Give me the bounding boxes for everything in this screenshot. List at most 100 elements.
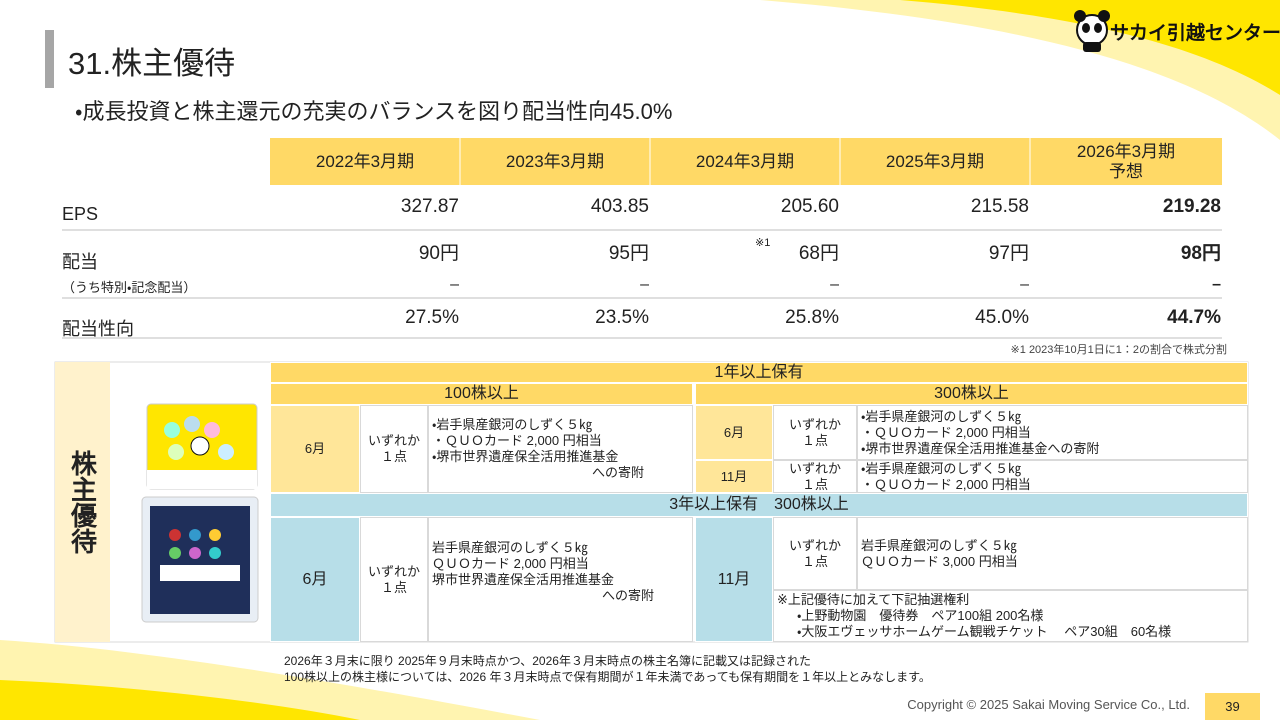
table-cell: 27.5%	[405, 307, 459, 328]
side-label: 株主優待	[67, 450, 98, 554]
choice: いずれか １点	[360, 405, 428, 493]
row-label: 配当性向	[62, 319, 134, 339]
table-cell: 23.5%	[595, 307, 649, 328]
copyright: Copyright © 2025 Sakai Moving Service Co…	[907, 697, 1190, 712]
text-line: ・堺市世界遺産保全活用推進基金	[432, 449, 619, 464]
month: 11月	[695, 460, 773, 493]
items: ・岩手県産銀河のしずく５㎏ ・ＱＵＯカード 2,000 円相当 ・堺市世界遺産保全活…	[428, 405, 693, 493]
table-cell: –	[640, 276, 649, 293]
text-line: ＱＵＯカード 3,000 円相当	[861, 553, 1018, 569]
text-line: いずれか	[367, 563, 420, 579]
text-line: １点	[380, 579, 407, 595]
table-cell: –	[830, 276, 839, 293]
text-line: ・ＱＵＯカード 2,000 円相当	[861, 424, 1031, 440]
heading-3y: 3年以上保有 300株以上	[270, 493, 1248, 517]
table-cell: 45.0%	[975, 307, 1029, 328]
footnote-text: 2023年10月1日に1：2の割合で株式分割	[1028, 344, 1227, 356]
month: 6月	[270, 517, 360, 642]
lottery: ※上記優待に加えて下記抽選権利 ・上野動物園 優待券 ペア100組 200名様 ・大…	[773, 590, 1248, 642]
table-cell: –	[1212, 276, 1221, 293]
text-line: への寄附	[602, 588, 655, 603]
text-line: ・堺市世界遺産保全活用推進基金への寄附	[861, 440, 1100, 456]
page-number: 39	[1225, 699, 1240, 714]
month: 11月	[695, 517, 773, 642]
text-line: ・ＱＵＯカード 2,000 円相当	[432, 433, 602, 448]
column-header: 2022年3月期	[270, 138, 460, 185]
rice-bag-image	[141, 496, 259, 623]
text-line: １点	[801, 476, 828, 492]
column-title: 2026年3月期	[1076, 141, 1176, 161]
text-line: いずれか	[367, 433, 420, 448]
note-line: 100株以上の株主様については、2026 年３月末時点で保有期間が１年未満であっ…	[284, 670, 931, 684]
column-subtitle: 予想	[1109, 161, 1143, 181]
quo-card-image	[146, 403, 258, 490]
text-line: ・岩手県産銀河のしずく５㎏	[432, 417, 593, 432]
items: ・岩手県産銀河のしずく５㎏ ・ＱＵＯカード 2,000 円相当 ・堺市世界遺産保全活…	[857, 405, 1248, 460]
choice: いずれか １点	[773, 517, 857, 590]
heading-300: 300株以上	[695, 383, 1248, 405]
column-title: 2025年3月期	[885, 151, 985, 171]
table-cell: 98円	[1180, 243, 1221, 264]
text-line: １点	[801, 432, 828, 448]
table-cell: 25.8%	[785, 307, 839, 328]
items: 岩手県産銀河のしずく５㎏ ＱＵＯカード 2,000 円相当 堺市世界遺産保全活用推進…	[428, 517, 693, 642]
column-header: 2026年3月期 予想	[1030, 138, 1222, 185]
text-line: １点	[801, 553, 828, 569]
text-line: ・ＱＵＯカード 2,000 円相当	[861, 476, 1031, 492]
table-cell: –	[450, 276, 459, 293]
table-cell: 403.85	[590, 196, 649, 217]
text-line: ＱＵＯカード 2,000 円相当	[432, 556, 589, 571]
column-header: 2023年3月期	[460, 138, 650, 185]
footnote-mark: ※1	[1010, 344, 1026, 356]
heading-1y: 1年以上保有	[270, 362, 1248, 383]
table-cell: 90円	[418, 243, 459, 264]
choice: いずれか １点	[360, 517, 428, 642]
table-cell: 215.58	[970, 196, 1029, 217]
column-header: 2024年3月期	[650, 138, 840, 185]
column-title: 2023年3月期	[505, 151, 605, 171]
row-label: 配当	[62, 252, 98, 272]
table-cell: 327.87	[400, 196, 459, 217]
logo-icon	[1074, 10, 1110, 52]
table-cell: 44.7%	[1167, 307, 1221, 328]
page-title: 31.株主優待	[68, 46, 236, 81]
text-line: いずれか	[788, 460, 841, 476]
table-cell: 95円	[608, 243, 649, 264]
row-label: （うち特別・記念配当）	[62, 280, 197, 295]
text-line: いずれか	[788, 537, 841, 553]
note-mark: ※1	[755, 237, 771, 249]
month: 6月	[270, 405, 360, 493]
table-cell: 219.28	[1162, 196, 1221, 217]
month: 6月	[695, 405, 773, 460]
text-line: いずれか	[788, 416, 841, 432]
table-cell: 68円	[798, 243, 839, 264]
text-line: 堺市世界遺産保全活用推進基金	[432, 572, 615, 587]
notes: 2026年３月末に限り 2025年９月末時点かつ、2026年３月末時点の株主名簿…	[284, 653, 931, 685]
column-title: 2024年3月期	[695, 151, 795, 171]
text-line: 岩手県産銀河のしずく５㎏	[861, 537, 1017, 553]
table-cell: 97円	[988, 243, 1029, 264]
lead-text: ・成長投資と株主還元の充実のバランスを図り配当性向45.0%	[75, 99, 673, 124]
items: 岩手県産銀河のしずく５㎏ ＱＵＯカード 3,000 円相当	[857, 517, 1248, 590]
text-line: 岩手県産銀河のしずく５㎏	[432, 540, 588, 555]
text-line: への寄附	[592, 465, 645, 480]
text-line: ・上野動物園 優待券 ペア100組 200名様	[797, 608, 1044, 623]
logo-text: サカイ引越センター	[1110, 23, 1280, 44]
text-line: ※上記優待に加えて下記抽選権利	[777, 592, 970, 607]
text-line: ・岩手県産銀河のしずく５㎏	[861, 460, 1022, 476]
row-label: EPS	[62, 204, 99, 224]
choice: いずれか １点	[773, 405, 857, 460]
table-cell: –	[1020, 276, 1029, 293]
heading-100: 100株以上	[270, 383, 693, 405]
note-line: 2026年３月末に限り 2025年９月末時点かつ、2026年３月末時点の株主名簿…	[284, 654, 811, 668]
text-line: ・岩手県産銀河のしずく５㎏	[861, 408, 1022, 424]
text-line: １点	[380, 449, 407, 464]
choice: いずれか １点	[773, 460, 857, 493]
footnote: ※1 2023年10月1日に1：2の割合で株式分割	[1011, 341, 1227, 357]
column-header: 2025年3月期	[840, 138, 1030, 185]
column-title: 2022年3月期	[315, 151, 415, 171]
text-line: ・大阪エヴェッサホームゲーム観戦チケット ペア30組 60名様	[797, 624, 1172, 639]
table-cell: 205.60	[780, 196, 839, 217]
items: ・岩手県産銀河のしずく５㎏ ・ＱＵＯカード 2,000 円相当	[857, 460, 1248, 493]
